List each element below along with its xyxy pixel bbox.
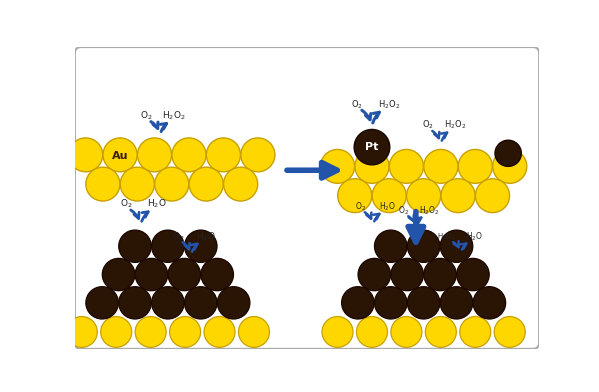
Text: H$_2$O$_2$: H$_2$O$_2$ [419,204,439,217]
Circle shape [172,138,206,172]
Circle shape [69,138,102,172]
Circle shape [189,167,223,201]
Circle shape [119,287,152,319]
Text: O$_2$: O$_2$ [350,98,362,111]
Circle shape [374,230,407,262]
Circle shape [354,129,390,165]
Text: O$_2$: O$_2$ [422,119,434,131]
Circle shape [494,317,525,347]
Circle shape [168,258,201,291]
Circle shape [423,258,456,291]
Circle shape [425,317,456,347]
Circle shape [135,258,168,291]
Circle shape [424,149,458,183]
Text: Au: Au [112,151,128,161]
Circle shape [86,287,119,319]
Circle shape [495,140,521,166]
Circle shape [355,149,389,183]
Circle shape [103,138,137,172]
Text: O$_2$: O$_2$ [172,230,184,243]
Circle shape [152,230,184,262]
Circle shape [341,287,374,319]
Circle shape [374,287,407,319]
Circle shape [358,258,391,291]
Circle shape [66,317,97,347]
Circle shape [322,317,353,347]
Circle shape [238,317,270,347]
Circle shape [102,258,135,291]
Circle shape [119,230,152,262]
Circle shape [184,230,217,262]
Circle shape [407,179,441,212]
Circle shape [407,230,440,262]
Circle shape [391,317,422,347]
Circle shape [241,138,275,172]
Circle shape [456,258,489,291]
Circle shape [101,317,132,347]
Text: H$_2$O: H$_2$O [379,200,396,213]
Circle shape [152,287,184,319]
FancyBboxPatch shape [75,47,539,349]
Circle shape [476,179,510,212]
Circle shape [86,167,120,201]
Circle shape [170,317,201,347]
Circle shape [184,287,217,319]
Circle shape [135,317,166,347]
Circle shape [201,258,234,291]
Text: O$_2$: O$_2$ [120,198,132,211]
Text: H$_2$O: H$_2$O [147,198,167,211]
Text: O$_2$: O$_2$ [355,200,365,213]
Circle shape [207,138,240,172]
Circle shape [389,149,423,183]
Circle shape [356,317,388,347]
Circle shape [155,167,189,201]
Circle shape [492,149,527,183]
Circle shape [120,167,155,201]
Circle shape [138,138,171,172]
Circle shape [473,287,506,319]
Text: Pt: Pt [365,142,379,152]
Circle shape [440,230,473,262]
Circle shape [217,287,250,319]
Circle shape [441,179,475,212]
Circle shape [223,167,258,201]
Text: O$_2$: O$_2$ [398,204,409,217]
Circle shape [391,258,423,291]
Circle shape [338,179,372,212]
Circle shape [460,317,491,347]
Circle shape [372,179,406,212]
Text: H$_2$O: H$_2$O [465,230,482,243]
Circle shape [320,149,355,183]
Text: H$_2$O$_2$: H$_2$O$_2$ [162,110,186,122]
Circle shape [440,287,473,319]
Circle shape [204,317,235,347]
Text: O$_2$: O$_2$ [140,110,153,122]
Text: H$_2$O$_2$: H$_2$O$_2$ [437,232,456,242]
Circle shape [407,287,440,319]
Circle shape [458,149,492,183]
Text: H$_2$O: H$_2$O [196,230,216,243]
Text: H$_2$O$_2$: H$_2$O$_2$ [444,119,467,131]
Text: H$_2$O$_2$: H$_2$O$_2$ [378,98,400,111]
